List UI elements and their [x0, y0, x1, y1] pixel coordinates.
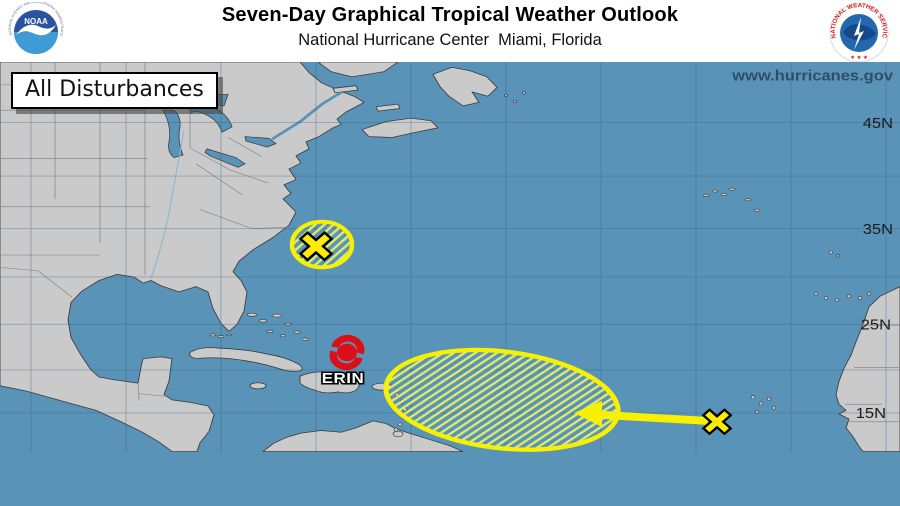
map-area[interactable]: ERIN 45N 35N 25N 15N www.hurricanes.gov … — [0, 62, 900, 506]
island-hispaniola — [299, 371, 360, 394]
nws-stars: ★ ★ ★ — [850, 54, 868, 61]
noaa-logo: NATIONAL OCEANIC AND ATMOSPHERIC ADMINIS… — [6, 2, 64, 54]
noaa-sea — [14, 32, 58, 54]
nws-logo: NATIONAL WEATHER SERVICE ★ ★ ★ — [828, 2, 889, 63]
island-jamaica — [249, 382, 267, 390]
island-anticosti — [332, 85, 359, 94]
lat-label-25n: 25N — [861, 318, 891, 334]
noaa-acronym: NOAA — [24, 17, 48, 26]
lat-label-35n: 35N — [863, 222, 893, 238]
landmass-quebec-shore — [317, 62, 399, 78]
page-title: Seven-Day Graphical Tropical Weather Out… — [221, 4, 679, 26]
island-nova-scotia — [361, 117, 439, 138]
island-newfoundland — [432, 66, 498, 107]
disturbance-2-x-marker[interactable] — [696, 403, 738, 440]
latitude-labels: 45N 35N 25N 15N — [856, 116, 893, 422]
landmass-africa — [835, 286, 900, 452]
nws-cloud-map — [843, 24, 876, 41]
lat-label-45n: 45N — [863, 116, 893, 132]
landmass-group — [0, 62, 900, 452]
hurricane-erin[interactable]: ERIN — [320, 334, 365, 389]
storm-name-label: ERIN — [322, 371, 365, 387]
motion-arrow — [574, 400, 709, 428]
hurricane-icon[interactable] — [329, 334, 365, 370]
landmass-south-america — [262, 420, 464, 452]
page-subtitle: National Hurricane Center Miami, Florida — [298, 31, 602, 49]
island-pei — [375, 103, 401, 112]
map-canvas[interactable]: ERIN 45N 35N 25N 15N www.hurricanes.gov — [0, 62, 900, 506]
noaa-gull-icon — [16, 24, 56, 36]
mississippi-river — [150, 130, 185, 278]
small-islands-group — [209, 91, 872, 438]
st-lawrence-river — [271, 90, 343, 141]
nws-lightning-icon — [854, 17, 864, 50]
disturbance-area-1[interactable] — [289, 219, 355, 270]
all-disturbances-label[interactable]: All Disturbances — [11, 72, 218, 109]
disturbance-1-x-marker[interactable] — [292, 225, 340, 267]
header: NATIONAL OCEANIC AND ATMOSPHERIC ADMINIS… — [0, 0, 900, 63]
landmass-north-america — [0, 62, 365, 452]
website-link[interactable]: www.hurricanes.gov — [731, 68, 893, 84]
island-cuba — [189, 347, 303, 372]
lat-label-15n: 15N — [856, 406, 886, 422]
